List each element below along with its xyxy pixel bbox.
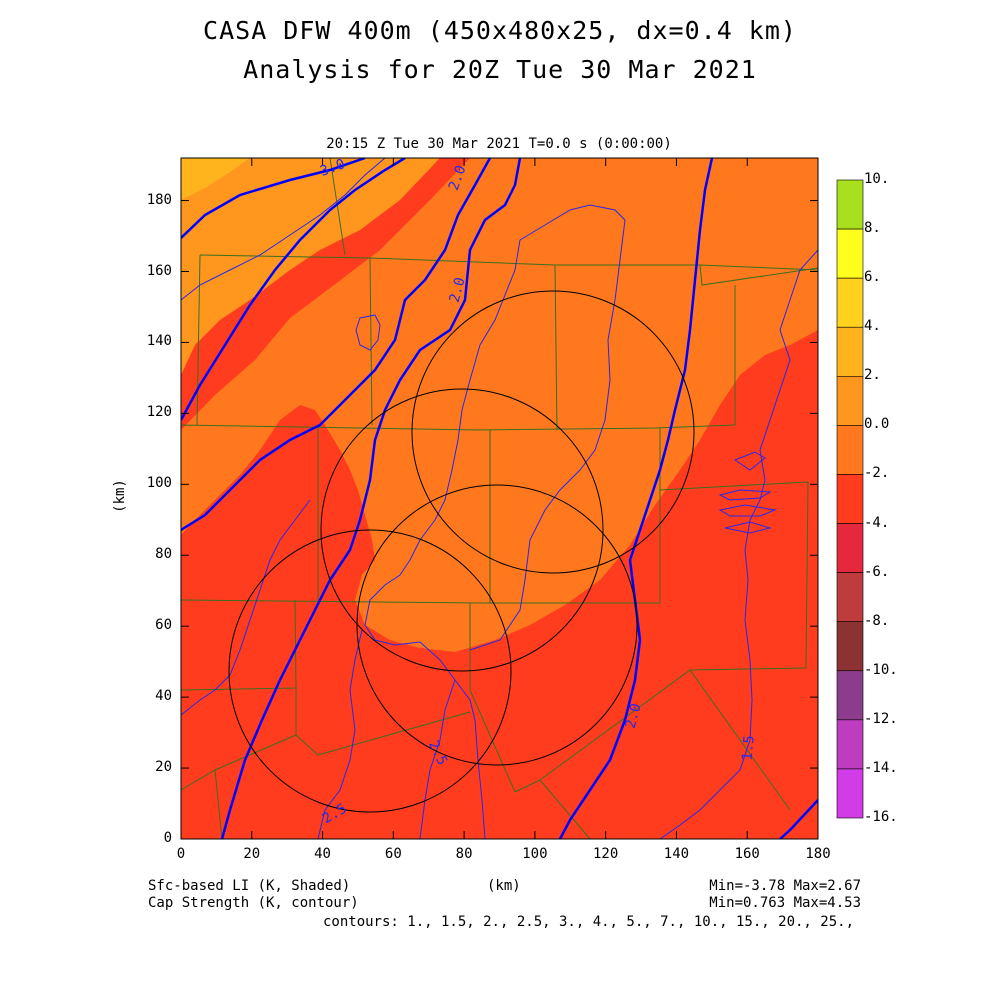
radar-range-rings xyxy=(228,290,695,813)
contour-1-5-tongue xyxy=(364,204,626,839)
contour-1-5-top-left xyxy=(181,158,386,301)
contour-pocket xyxy=(355,314,381,351)
y-tick-label: 40 xyxy=(155,688,172,705)
title-line-2: Analysis for 20Z Tue 30 Mar 2021 xyxy=(243,55,757,84)
y-tick-label: 20 xyxy=(155,759,172,776)
colorbar-swatch xyxy=(836,768,864,819)
colorbar-swatch xyxy=(836,228,864,279)
contour-streak-3 xyxy=(724,521,772,534)
contour-2-5-lower xyxy=(181,499,311,716)
y-axis-ticks xyxy=(181,200,818,840)
contour-2-5-upper xyxy=(181,158,406,421)
colorbar-label: 10. xyxy=(864,171,890,187)
colorbar-swatch xyxy=(836,572,864,622)
colorbar-swatch xyxy=(836,326,864,377)
contour-streak-2 xyxy=(718,504,777,517)
contour-2-0-corner xyxy=(779,799,818,839)
x-tick-label: 40 xyxy=(314,846,331,862)
colorbar-label: -16. xyxy=(864,809,898,825)
plot-frame xyxy=(180,157,819,840)
y-tick-label: 140 xyxy=(146,333,172,350)
colorbar-label: 0.0 xyxy=(864,416,890,433)
colorbar-swatch xyxy=(836,670,864,721)
y-tick-label: 100 xyxy=(146,475,172,492)
contour-2-0-center xyxy=(220,158,522,839)
state-county-borders xyxy=(181,158,818,839)
title-line-1: CASA DFW 400m (450x480x25, dx=0.4 km) xyxy=(203,16,797,45)
y-tick-label: 120 xyxy=(146,404,172,421)
y-tick-label: 180 xyxy=(146,191,172,208)
contour-3-0 xyxy=(181,158,366,239)
x-tick-label: 20 xyxy=(243,846,261,862)
colorbar-label: 2. xyxy=(864,367,881,384)
x-tick-label: 100 xyxy=(522,846,548,862)
x-tick-label: 160 xyxy=(734,846,760,862)
colorbar-label: 4. xyxy=(864,318,881,335)
colorbar-swatch xyxy=(836,376,864,426)
colorbar-label: -8. xyxy=(864,612,890,629)
li-band-minus2-0 xyxy=(181,158,818,652)
colorbar-label: 8. xyxy=(864,220,881,237)
colorbar-swatch xyxy=(836,474,864,524)
li-band-0-2 xyxy=(181,158,440,375)
colorbar-swatch xyxy=(836,179,864,230)
contour-1-5-tongue-east xyxy=(469,219,626,651)
colorbar-label: 6. xyxy=(864,269,881,286)
colorbar-label: -10. xyxy=(864,661,898,678)
li-band-2-4 xyxy=(181,158,250,200)
contour-2-5-inner xyxy=(419,679,456,839)
x-tick-label: 60 xyxy=(384,846,402,862)
footer-shaded-minmax: Min=-3.78 Max=2.67 xyxy=(709,878,861,894)
colorbar-label: -2. xyxy=(864,465,890,482)
x-axis-title: (km) xyxy=(487,878,521,894)
contour-2-0-left xyxy=(181,158,492,532)
contour-streak-1 xyxy=(718,489,772,501)
contour-2-5-bottom xyxy=(317,629,363,839)
x-tick-label: 120 xyxy=(593,846,619,862)
x-tick-label: 0 xyxy=(176,846,186,862)
footer-contour-levels: contours: 1., 1.5, 2., 2.5, 3., 4., 5., … xyxy=(322,914,854,930)
contour-streak-4 xyxy=(733,451,766,471)
colorbar-label: -14. xyxy=(864,759,898,776)
colorbar-label: -4. xyxy=(864,514,890,531)
colorbar-label: -12. xyxy=(864,710,898,727)
colorbar-swatch xyxy=(836,425,864,475)
colorbar-label: -6. xyxy=(864,563,890,580)
colorbar-swatch xyxy=(836,719,864,770)
x-axis-ticks xyxy=(180,158,819,839)
y-tick-label: 80 xyxy=(155,546,172,563)
shaded-field xyxy=(181,158,818,839)
plot-subtitle: 20:15 Z Tue 30 Mar 2021 T=0.0 s (0:00:00… xyxy=(326,136,672,152)
colorbar-swatch xyxy=(836,277,864,328)
cap-strength-contours xyxy=(181,158,818,839)
y-tick-label: 160 xyxy=(146,262,172,279)
contour-2-0-right xyxy=(558,158,714,839)
colorbar-swatch xyxy=(836,523,864,573)
y-tick-label: 60 xyxy=(155,617,172,634)
x-tick-label: 140 xyxy=(663,846,690,862)
x-tick-label: 180 xyxy=(805,846,831,862)
footer-contour-minmax: Min=0.763 Max=4.53 xyxy=(709,895,861,911)
x-tick-label: 80 xyxy=(455,846,473,862)
footer-contour-desc: Cap Strength (K, contour) xyxy=(148,895,359,911)
contour-1-5-east xyxy=(659,249,818,839)
colorbar-swatch xyxy=(836,621,864,672)
colorbar xyxy=(836,179,864,819)
footer-shaded-desc: Sfc-based LI (K, Shaded) xyxy=(148,878,351,894)
y-axis-title: (km) xyxy=(111,479,128,513)
contour-label: 1.5 xyxy=(739,734,758,762)
y-tick-label: 0 xyxy=(163,830,172,846)
